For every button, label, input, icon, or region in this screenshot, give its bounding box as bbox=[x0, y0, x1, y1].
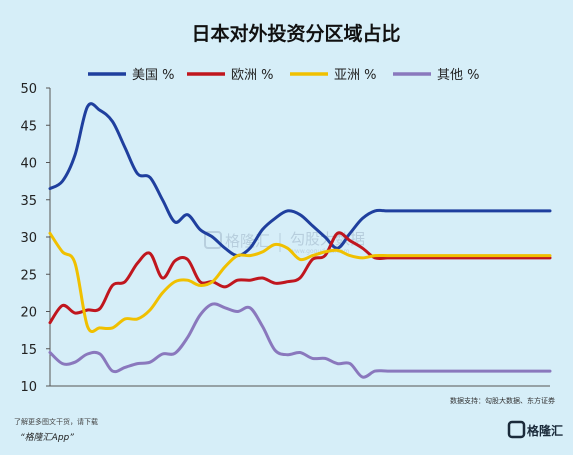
legend-label-3: 其他 % bbox=[437, 68, 480, 83]
logo-icon bbox=[507, 420, 526, 439]
legend-label-2: 亚洲 % bbox=[334, 68, 377, 83]
footer-app-name: “格隆汇App” bbox=[20, 432, 74, 443]
logo-text: 格隆汇 bbox=[527, 423, 563, 438]
series-group bbox=[48, 102, 552, 379]
chart-title: 日本对外投资分区域占比 bbox=[191, 22, 400, 45]
y-tick-label: 15 bbox=[20, 343, 37, 358]
y-tick-label: 10 bbox=[20, 380, 37, 395]
source-note: 数据支持：勾股大数据、东方证券 bbox=[450, 396, 555, 405]
y-tick-label: 20 bbox=[20, 306, 37, 321]
y-tick-label: 45 bbox=[20, 119, 37, 134]
series-line-0 bbox=[48, 102, 552, 258]
footer-download-text: 了解更多图文干货，请下载 bbox=[14, 417, 98, 426]
y-tick-label: 50 bbox=[20, 82, 37, 97]
y-tick-label: 35 bbox=[20, 194, 37, 209]
gelonghui-logo: 格隆汇 bbox=[507, 420, 563, 439]
y-tick-label: 30 bbox=[20, 231, 37, 246]
series-line-2 bbox=[48, 231, 552, 333]
series-line-3 bbox=[48, 302, 552, 379]
legend: 美国 % 欧洲 % 亚洲 % 其他 % bbox=[88, 68, 480, 83]
watermark-url: www.gogudata.com bbox=[290, 248, 350, 255]
watermark-brand: 格隆汇 bbox=[225, 232, 270, 250]
y-tick-label: 40 bbox=[20, 157, 37, 172]
y-tick-label: 25 bbox=[20, 268, 37, 283]
legend-label-1: 欧洲 % bbox=[231, 68, 274, 83]
legend-label-0: 美国 % bbox=[132, 68, 175, 83]
axes: 10 15 20 25 30 35 40 45 50 bbox=[20, 82, 550, 395]
series-line-1 bbox=[48, 231, 552, 325]
watermark-logo-icon bbox=[204, 231, 222, 249]
